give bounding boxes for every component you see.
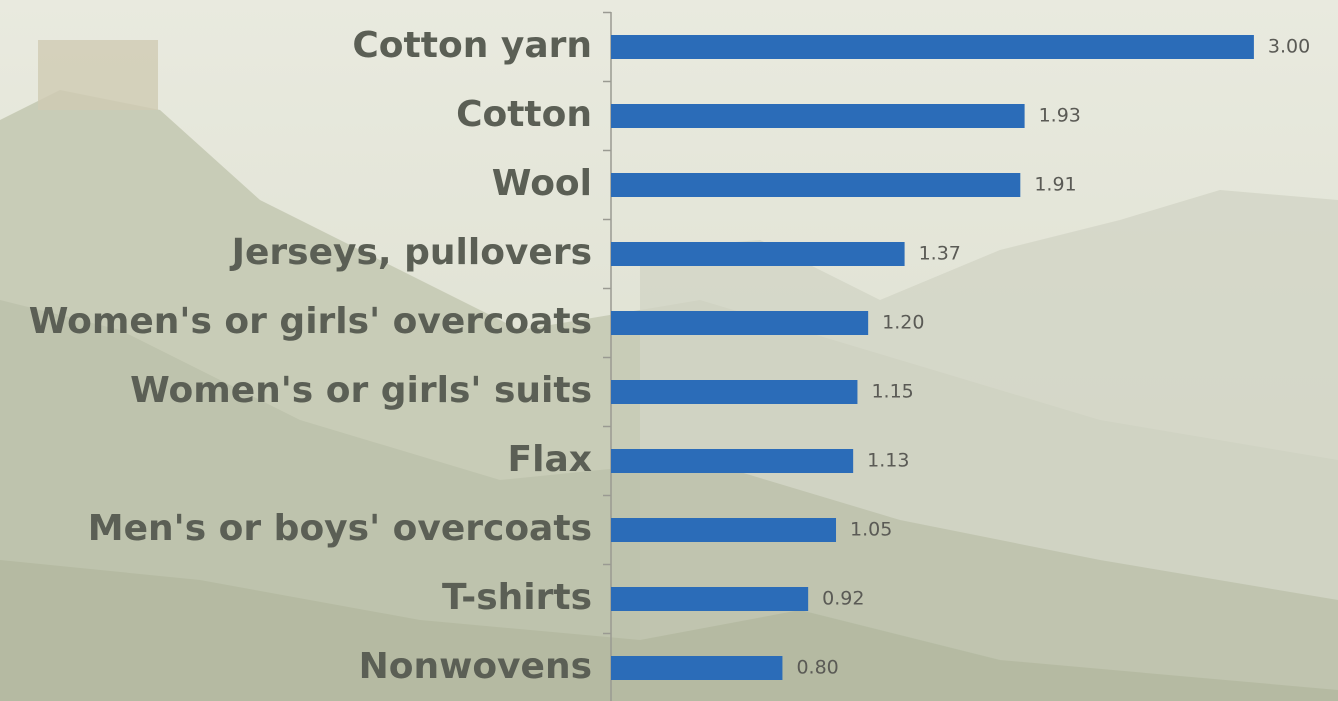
bar [611, 656, 783, 680]
category-label: Jerseys, pullovers [229, 232, 592, 273]
category-label: Flax [508, 439, 592, 480]
value-label: 0.80 [796, 657, 838, 679]
bar [611, 173, 1021, 197]
category-label: Men's or boys' overcoats [88, 508, 592, 549]
value-label: 3.00 [1268, 36, 1310, 58]
value-label: 1.37 [919, 243, 961, 265]
bar [611, 587, 809, 611]
category-label: T-shirts [442, 577, 592, 618]
bar [611, 242, 905, 266]
bar [611, 104, 1025, 128]
value-label: 1.13 [867, 450, 909, 472]
category-label: Cotton yarn [352, 25, 592, 66]
category-label: Wool [492, 163, 592, 204]
value-label: 1.91 [1034, 174, 1076, 196]
bar [611, 311, 869, 335]
category-label: Women's or girls' overcoats [29, 301, 592, 342]
category-label: Nonwovens [359, 646, 592, 687]
value-label: 0.92 [822, 588, 864, 610]
category-label: Women's or girls' suits [130, 370, 592, 411]
value-label: 1.20 [882, 312, 924, 334]
bar [611, 35, 1254, 59]
bar [611, 380, 858, 404]
bar [611, 449, 854, 473]
value-label: 1.15 [871, 381, 913, 403]
value-label: 1.93 [1039, 105, 1081, 127]
category-label: Cotton [456, 94, 592, 135]
value-label: 1.05 [850, 519, 892, 541]
bar [611, 518, 837, 542]
